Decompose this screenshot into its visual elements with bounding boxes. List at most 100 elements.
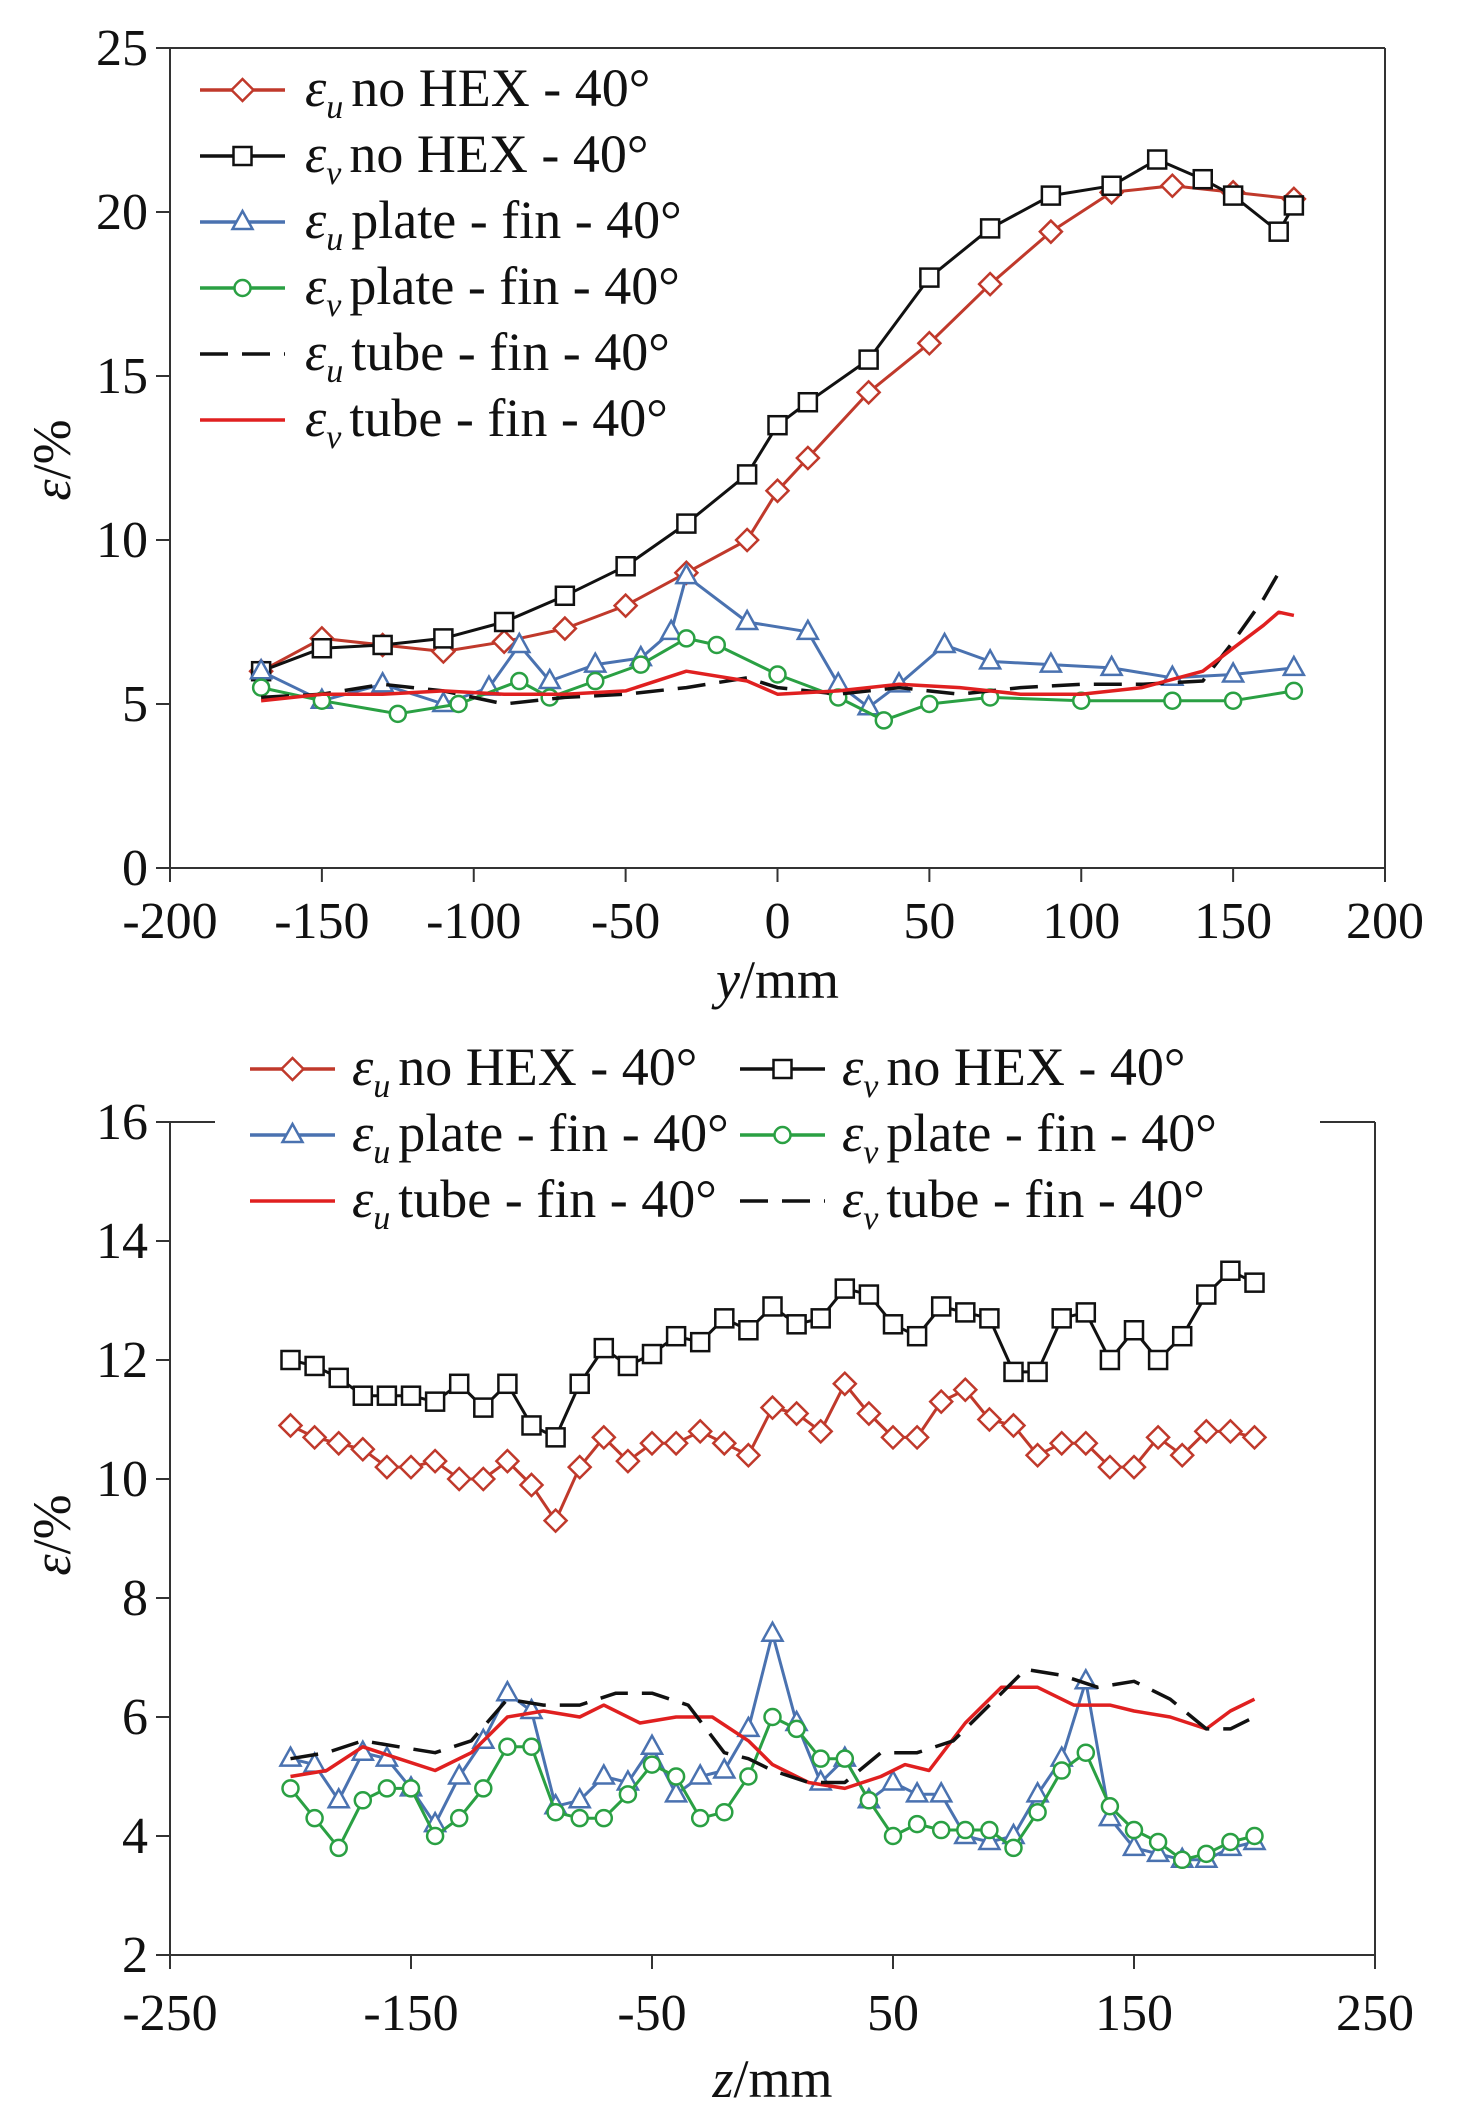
- legend-label: εu no HEX - 40°: [305, 58, 650, 126]
- data-point-marker: [811, 1749, 830, 1768]
- series-2: [280, 1260, 1265, 1448]
- data-point-marker: [932, 631, 957, 654]
- data-point-marker: [353, 1791, 373, 1810]
- data-point-marker: [329, 1838, 348, 1858]
- legend-symbol: ε: [305, 190, 327, 250]
- data-point-marker: [305, 1808, 324, 1828]
- data-point-marker: [1163, 691, 1182, 710]
- series-6: [290, 1667, 1256, 1785]
- data-point-marker: [768, 665, 787, 684]
- data-point-marker: [326, 1786, 351, 1809]
- data-point-marker: [735, 608, 760, 631]
- legend-label: εv plate - fin - 40°: [305, 256, 680, 324]
- data-point-marker: [1171, 1325, 1193, 1347]
- data-point-marker: [712, 1756, 737, 1779]
- data-point-marker: [832, 1371, 858, 1397]
- legend-text: plate - fin - 40°: [398, 1103, 729, 1163]
- data-point-marker: [1223, 691, 1243, 710]
- data-point-marker: [1283, 195, 1305, 216]
- data-point-marker: [858, 1284, 880, 1305]
- y-axis-label-unit: /%: [22, 1494, 82, 1554]
- x-tick-label: 150: [1194, 893, 1272, 950]
- data-point-marker: [277, 1412, 304, 1439]
- data-point-marker: [1025, 1780, 1050, 1803]
- data-point-marker: [810, 1308, 831, 1329]
- legend-marker: [232, 145, 253, 167]
- data-point-marker: [522, 1737, 541, 1756]
- data-point-marker: [350, 1436, 376, 1463]
- data-point-marker: [919, 267, 940, 288]
- data-point-marker: [1241, 1424, 1268, 1451]
- data-point-marker: [586, 671, 605, 691]
- data-point-marker: [928, 1388, 954, 1415]
- data-point-marker: [424, 1391, 446, 1412]
- data-point-marker: [787, 1719, 806, 1739]
- legend-text: no HEX - 40°: [351, 58, 650, 118]
- data-point-marker: [388, 704, 408, 724]
- legend-label: εu tube - fin - 40°: [352, 1169, 717, 1237]
- x-axis-label: z/mm: [711, 2049, 832, 2109]
- data-point-marker: [906, 1325, 928, 1347]
- data-point-marker: [1196, 1284, 1217, 1305]
- data-point-marker: [1099, 654, 1124, 677]
- data-point-marker: [762, 1296, 783, 1317]
- y-axis-label-symbol: ε: [22, 479, 82, 501]
- x-tick-label: -200: [122, 893, 217, 950]
- x-tick-label: -50: [591, 893, 660, 950]
- legend-subscript: u: [326, 353, 343, 390]
- data-point-marker: [474, 1779, 493, 1798]
- data-point-marker: [1268, 221, 1289, 242]
- data-point-marker: [446, 1466, 472, 1492]
- data-point-marker: [786, 1314, 807, 1335]
- data-point-marker: [491, 628, 517, 655]
- legend-entry: εv plate - fin - 40°: [740, 1103, 1217, 1171]
- data-point-marker: [1217, 1418, 1244, 1445]
- x-axis-label-var: y: [711, 950, 740, 1010]
- data-point-marker: [735, 1442, 762, 1468]
- data-point-marker: [760, 1620, 785, 1642]
- series-6: [260, 610, 1295, 703]
- legend-subscript: v: [326, 155, 342, 192]
- legend-symbol: ε: [305, 124, 327, 184]
- data-point-marker: [570, 1808, 589, 1828]
- data-point-marker: [1101, 175, 1122, 197]
- data-point-marker: [542, 1507, 569, 1534]
- data-point-marker: [1027, 1361, 1048, 1383]
- data-point-marker: [835, 1749, 855, 1768]
- data-point-marker: [612, 592, 639, 619]
- legend-label: εv tube - fin - 40°: [842, 1169, 1205, 1237]
- data-point-marker: [674, 562, 699, 585]
- data-point-marker: [676, 513, 697, 534]
- legend-entry: εv plate - fin - 40°: [200, 256, 680, 324]
- data-point-marker: [1148, 1832, 1168, 1852]
- data-point-marker: [1048, 1430, 1075, 1457]
- legend-subscript: v: [326, 419, 342, 456]
- data-point-marker: [566, 1454, 593, 1480]
- data-point-marker: [370, 670, 395, 693]
- legend-marker: [233, 278, 252, 298]
- legend-symbol: ε: [352, 1037, 374, 1097]
- data-point-marker: [663, 1430, 689, 1457]
- data-point-marker: [470, 1466, 497, 1492]
- x-tick-label: 250: [1336, 1985, 1414, 2042]
- data-point-marker: [1097, 1804, 1123, 1827]
- data-point-marker: [1052, 1761, 1071, 1780]
- data-point-marker: [495, 1679, 520, 1702]
- data-point-marker: [736, 464, 758, 485]
- legend-entry: εv no HEX - 40°: [740, 1037, 1185, 1105]
- data-point-marker: [1100, 1797, 1120, 1816]
- y-tick-label: 10: [96, 1451, 148, 1508]
- legend-subscript: v: [863, 1200, 879, 1237]
- chart-1: 0 5 10 15 20 25 -200 -150 -100 -50 0 50 100 150 200 y/m…: [22, 20, 1424, 1010]
- data-point-marker: [931, 1820, 951, 1840]
- data-point-marker: [617, 1355, 639, 1377]
- legend-entry: εu plate - fin - 40°: [200, 190, 682, 258]
- data-point-marker: [1123, 1320, 1145, 1341]
- data-point-marker: [641, 1343, 663, 1365]
- data-point-marker: [1145, 1840, 1171, 1863]
- data-point-marker: [904, 1424, 930, 1451]
- legend-subscript: u: [373, 1068, 390, 1105]
- series-4: [251, 629, 1304, 730]
